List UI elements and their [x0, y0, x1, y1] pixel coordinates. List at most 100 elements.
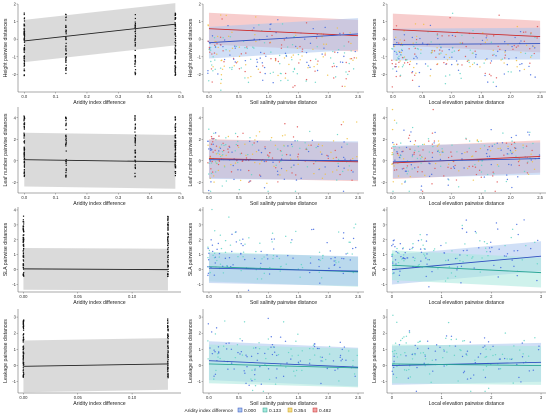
data-point	[428, 373, 431, 375]
data-point	[418, 71, 421, 74]
data-point	[468, 140, 471, 142]
data-point	[235, 62, 238, 64]
data-point	[218, 135, 220, 137]
data-point	[23, 137, 25, 139]
data-point	[339, 266, 341, 269]
data-point	[277, 353, 280, 356]
data-point	[519, 30, 522, 33]
data-point	[347, 41, 350, 43]
data-point	[411, 70, 414, 73]
data-point	[451, 51, 453, 54]
x-tick-label: 0.3	[115, 195, 121, 200]
data-point	[485, 365, 488, 368]
data-point	[393, 362, 395, 364]
data-point	[437, 37, 439, 40]
data-point	[134, 33, 137, 35]
data-point	[396, 143, 398, 146]
data-point	[318, 258, 320, 261]
y-tick-label: 2	[14, 137, 17, 142]
data-point	[280, 167, 283, 170]
data-point	[217, 152, 219, 154]
data-point	[352, 68, 355, 70]
data-point	[497, 165, 500, 167]
data-point	[508, 153, 510, 155]
data-point	[251, 153, 254, 155]
data-point	[223, 165, 226, 167]
data-point	[220, 89, 222, 91]
data-point	[427, 347, 430, 350]
data-point	[470, 390, 472, 393]
data-point	[174, 127, 176, 129]
data-point	[297, 354, 299, 356]
legend-label: 0.482	[319, 408, 331, 414]
data-point	[251, 380, 253, 382]
data-point	[167, 324, 169, 327]
x-axis-label: Local elevation pairwise distance	[429, 401, 505, 407]
data-point	[419, 233, 421, 236]
data-point	[215, 139, 217, 141]
data-point	[536, 279, 538, 282]
data-point	[212, 66, 214, 68]
data-point	[270, 58, 272, 60]
data-point	[513, 250, 515, 252]
data-point	[537, 239, 539, 242]
data-point	[235, 143, 238, 146]
data-point	[529, 56, 532, 58]
data-point	[313, 65, 315, 68]
data-point	[174, 146, 176, 149]
data-point	[534, 337, 536, 339]
data-point	[23, 243, 25, 245]
data-point	[134, 61, 137, 63]
fit-line	[392, 43, 541, 45]
data-point	[208, 80, 210, 82]
data-point	[174, 71, 176, 73]
data-point	[307, 67, 309, 69]
data-point	[167, 260, 169, 262]
data-point	[134, 54, 136, 57]
data-point	[230, 171, 233, 173]
data-point	[65, 19, 67, 21]
data-point	[174, 14, 176, 16]
data-point	[426, 258, 429, 261]
data-point	[23, 17, 26, 19]
data-point	[167, 248, 169, 251]
legend-swatch	[312, 407, 318, 413]
x-tick-label: 0.05	[74, 395, 83, 400]
data-point	[293, 67, 296, 70]
data-point	[214, 373, 217, 376]
data-point	[23, 48, 25, 50]
data-point	[65, 117, 67, 119]
data-point	[466, 249, 468, 252]
data-point	[22, 264, 24, 266]
data-point	[456, 266, 459, 268]
data-point	[174, 50, 176, 53]
data-point	[419, 340, 421, 343]
data-point	[407, 377, 410, 379]
data-point	[409, 140, 412, 143]
data-point	[174, 48, 176, 50]
data-point	[485, 348, 487, 350]
data-point	[220, 78, 223, 81]
data-point	[269, 72, 272, 75]
data-point	[134, 135, 137, 137]
data-point	[263, 42, 266, 44]
data-point	[285, 169, 288, 172]
data-point	[435, 56, 437, 59]
data-point	[23, 126, 25, 129]
data-point	[401, 258, 403, 260]
data-point	[23, 27, 25, 30]
x-axis-label: Soil salinity pairwise distance	[250, 300, 317, 306]
data-point	[250, 174, 253, 176]
data-point	[331, 66, 334, 68]
data-point	[65, 72, 67, 75]
x-tick-label: 0.0	[206, 294, 212, 299]
data-point	[313, 345, 316, 348]
data-point	[246, 46, 248, 48]
data-point	[255, 135, 258, 137]
data-point	[23, 36, 25, 38]
y-tick-label: 0	[14, 363, 17, 368]
y-tick-label: -1	[12, 54, 16, 59]
data-point	[396, 247, 398, 250]
data-point	[334, 263, 336, 266]
data-point	[23, 63, 25, 65]
